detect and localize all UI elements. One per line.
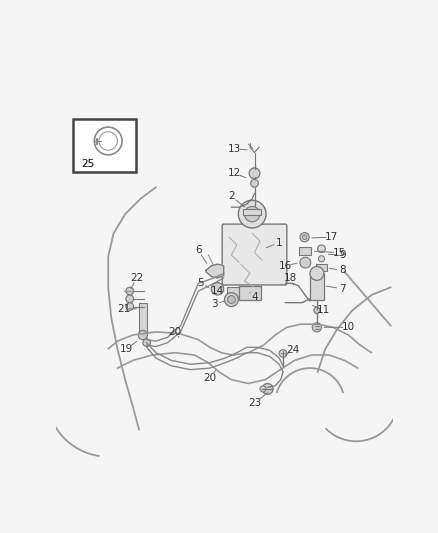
Text: 9: 9 bbox=[339, 250, 346, 260]
Circle shape bbox=[251, 180, 258, 187]
Circle shape bbox=[302, 235, 307, 239]
Circle shape bbox=[244, 206, 260, 222]
Text: 20: 20 bbox=[169, 327, 182, 337]
Circle shape bbox=[310, 266, 324, 280]
Text: 21: 21 bbox=[117, 304, 130, 314]
Circle shape bbox=[262, 384, 273, 394]
Text: 18: 18 bbox=[284, 273, 297, 283]
Text: 3: 3 bbox=[211, 299, 218, 309]
Bar bbox=[310, 273, 324, 301]
Circle shape bbox=[126, 295, 134, 303]
Circle shape bbox=[212, 282, 224, 295]
Polygon shape bbox=[206, 264, 224, 278]
Text: 17: 17 bbox=[325, 232, 338, 242]
Text: 2: 2 bbox=[228, 191, 235, 201]
Circle shape bbox=[312, 322, 321, 332]
Circle shape bbox=[126, 303, 134, 310]
Text: 8: 8 bbox=[339, 265, 346, 276]
FancyBboxPatch shape bbox=[222, 224, 287, 285]
Text: 4: 4 bbox=[251, 292, 258, 302]
Bar bbox=[139, 303, 147, 332]
Circle shape bbox=[318, 256, 325, 262]
Circle shape bbox=[224, 293, 238, 306]
Text: 25: 25 bbox=[81, 159, 95, 169]
Text: 23: 23 bbox=[248, 398, 261, 408]
Text: 5: 5 bbox=[197, 278, 204, 288]
Circle shape bbox=[138, 330, 148, 340]
Bar bbox=[299, 247, 311, 255]
Bar bbox=[316, 264, 327, 271]
Text: 16: 16 bbox=[279, 261, 292, 271]
Text: 11: 11 bbox=[317, 305, 330, 316]
Bar bbox=[243, 209, 261, 215]
Circle shape bbox=[260, 386, 266, 392]
Circle shape bbox=[300, 257, 311, 268]
Text: 6: 6 bbox=[195, 245, 201, 255]
Text: 10: 10 bbox=[342, 322, 355, 332]
Bar bbox=[239, 286, 261, 300]
Circle shape bbox=[143, 339, 151, 346]
Text: 12: 12 bbox=[228, 168, 241, 179]
Text: 25: 25 bbox=[81, 159, 95, 169]
Circle shape bbox=[249, 168, 260, 179]
Text: 20: 20 bbox=[203, 373, 216, 383]
Text: 13: 13 bbox=[228, 144, 241, 154]
Circle shape bbox=[126, 287, 134, 295]
Text: 24: 24 bbox=[286, 345, 300, 356]
Circle shape bbox=[300, 232, 309, 242]
Circle shape bbox=[279, 350, 287, 357]
Text: 14: 14 bbox=[211, 286, 224, 296]
Text: 1: 1 bbox=[276, 238, 283, 248]
Circle shape bbox=[238, 200, 266, 228]
Text: 15: 15 bbox=[332, 248, 346, 257]
Circle shape bbox=[318, 245, 325, 253]
Circle shape bbox=[228, 296, 235, 303]
Text: 22: 22 bbox=[130, 273, 143, 283]
Bar bbox=[73, 119, 136, 172]
Bar bbox=[227, 287, 240, 296]
Text: 19: 19 bbox=[120, 344, 133, 354]
Circle shape bbox=[314, 308, 320, 313]
Text: 7: 7 bbox=[339, 284, 346, 294]
